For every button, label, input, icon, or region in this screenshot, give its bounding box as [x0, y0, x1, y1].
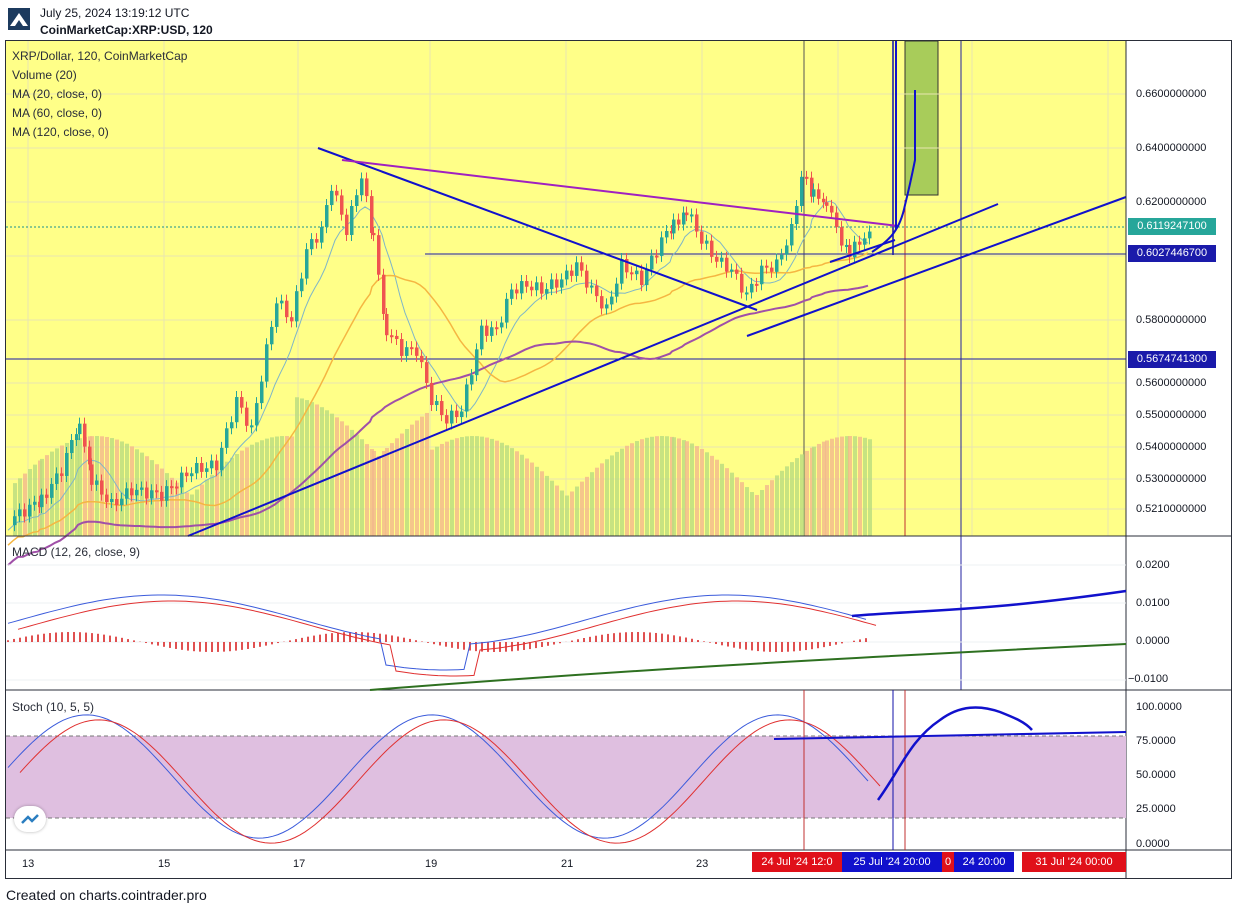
level-price-tag: 0.5674741300: [1128, 351, 1216, 368]
trendline-purple: [341, 159, 899, 227]
time-axis-label: 19: [425, 858, 438, 870]
time-flag: 25 Jul '24 20:00: [842, 852, 942, 872]
stoch-axis-label: 50.0000: [1136, 769, 1176, 781]
price-axis-label: 0.5600000000: [1136, 377, 1207, 389]
ma120-label: MA (120, close, 0): [12, 125, 109, 139]
trendline-support-2: [746, 196, 1127, 337]
volume-label: Volume (20): [12, 68, 77, 82]
stoch-label: Stoch (10, 5, 5): [12, 700, 95, 714]
price-axis-label: 0.5400000000: [1136, 441, 1207, 453]
stoch-axis-label: 25.0000: [1136, 803, 1176, 815]
price-axis-label: 0.6600000000: [1136, 88, 1207, 100]
time-axis-label: 15: [158, 858, 171, 870]
macd-axis-label: 0.0100: [1136, 597, 1170, 609]
chart-symbol: CoinMarketCap:XRP:USD, 120: [40, 23, 213, 37]
trendline-support-1: [187, 203, 999, 537]
main-title: XRP/Dollar, 120, CoinMarketCap: [12, 49, 188, 63]
stoch-band: [6, 736, 1126, 818]
ma20-label: MA (20, close, 0): [12, 87, 103, 101]
time-flag: 24 Jul '24 12:0: [752, 852, 842, 872]
time-axis-label: 21: [561, 858, 574, 870]
level-price-tag: 0.6027446700: [1128, 245, 1216, 262]
macd-axis-label: 0.0000: [1136, 635, 1170, 647]
chart-timestamp: July 25, 2024 13:19:12 UTC: [40, 6, 190, 20]
stoch-axis-label: 0.0000: [1136, 838, 1170, 850]
time-flag: 24 20:00: [954, 852, 1014, 872]
projection-curve: [871, 90, 916, 253]
time-flag: 0: [942, 852, 954, 872]
stoch-axis-label: 75.0000: [1136, 735, 1176, 747]
tradingview-cloud-icon[interactable]: [14, 806, 46, 832]
macd-axis-label: −0.0100: [1128, 673, 1169, 685]
price-axis-label: 0.5210000000: [1136, 503, 1207, 515]
stoch-axis-label: 100.0000: [1136, 701, 1182, 713]
price-axis-label: 0.5800000000: [1136, 314, 1207, 326]
price-axis-label: 0.5500000000: [1136, 409, 1207, 421]
macd-label: MACD (12, 26, close, 9): [12, 545, 141, 559]
ma60-label: MA (60, close, 0): [12, 106, 103, 120]
cointrader-logo-icon: [8, 8, 30, 30]
price-axis-label: 0.6200000000: [1136, 196, 1207, 208]
time-axis-label: 13: [22, 858, 35, 870]
time-axis-label: 23: [696, 858, 709, 870]
time-flag: 31 Jul '24 00:00: [1022, 852, 1126, 872]
chart-frame[interactable]: [5, 40, 1232, 879]
price-axis-label: 0.6400000000: [1136, 142, 1207, 154]
time-axis-label: 17: [293, 858, 306, 870]
last-price-tag: 0.6119247100: [1128, 218, 1216, 235]
footer-credit: Created on charts.cointrader.pro: [6, 887, 207, 903]
trendline-desc: [317, 147, 758, 311]
target-box: [904, 40, 939, 196]
macd-axis-label: 0.0200: [1136, 559, 1170, 571]
price-axis-label: 0.5300000000: [1136, 473, 1207, 485]
